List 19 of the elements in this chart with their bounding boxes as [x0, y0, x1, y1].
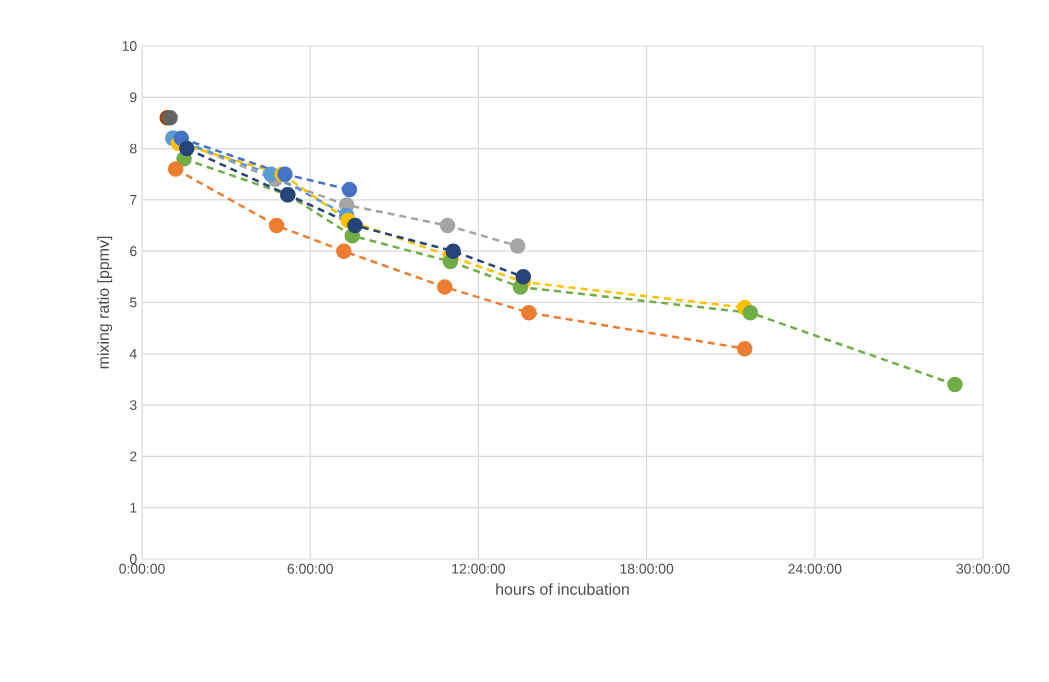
x-tick-label: 0:00:00: [119, 563, 165, 574]
x-tick-label: 24:00:00: [788, 563, 842, 574]
x-tick-label: 30:00:00: [956, 563, 1010, 574]
y-tick-label: 10: [122, 41, 137, 51]
x-axis-title: hours of incubation: [496, 583, 629, 595]
y-tick-label: 1: [130, 502, 137, 513]
x-tick-label: 6:00:00: [287, 563, 333, 574]
y-tick-label: 0: [129, 554, 137, 564]
y-tick-label: 3: [129, 400, 137, 411]
x-tick-label: 12:00:00: [452, 563, 506, 574]
y-tick-label: 5: [129, 297, 137, 308]
y-tick-label: 2: [130, 451, 137, 462]
y-tick-label: 8: [130, 143, 137, 154]
y-tick-label: 7: [130, 195, 137, 205]
y-tick-label: 6: [130, 246, 137, 257]
y-tick-label: 4: [129, 348, 137, 359]
y-tick-label: 9: [130, 92, 137, 103]
y-axis-title: mixing ratio [ppmv]: [97, 236, 113, 369]
x-tick-label: 18:00:00: [620, 563, 674, 574]
